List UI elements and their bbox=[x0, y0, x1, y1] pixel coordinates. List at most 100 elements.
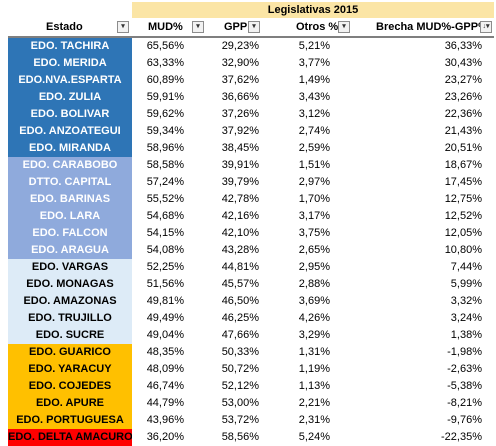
otros-cell[interactable]: 1,31% bbox=[298, 346, 330, 358]
otros-cell[interactable]: 5,24% bbox=[298, 431, 330, 443]
table-row[interactable]: EDO. TRUJILLO 49,49% 46,25% 4,26% 3,24% bbox=[0, 310, 496, 327]
filter-dropdown-icon[interactable]: ▾ bbox=[192, 21, 204, 33]
mud-cell[interactable]: 54,08% bbox=[146, 244, 184, 256]
brecha-cell[interactable]: -1,98% bbox=[447, 346, 482, 358]
state-cell[interactable]: EDO. ANZOATEGUI bbox=[8, 123, 132, 140]
mud-cell[interactable]: 52,25% bbox=[146, 261, 184, 273]
column-header-mud[interactable]: MUD% ▾ bbox=[132, 20, 204, 38]
table-row[interactable]: EDO. ZULIA 59,91% 36,66% 3,43% 23,26% bbox=[0, 89, 496, 106]
brecha-cell[interactable]: 20,51% bbox=[444, 142, 482, 154]
column-header-brecha[interactable]: Brecha MUD%-GPP% ↓▾ bbox=[332, 20, 494, 38]
state-cell[interactable]: EDO. GUARICO bbox=[8, 344, 132, 361]
otros-cell[interactable]: 3,43% bbox=[298, 91, 330, 103]
gpp-cell[interactable]: 42,78% bbox=[221, 193, 259, 205]
table-row[interactable]: EDO. SUCRE 49,04% 47,66% 3,29% 1,38% bbox=[0, 327, 496, 344]
otros-cell[interactable]: 3,29% bbox=[298, 329, 330, 341]
otros-cell[interactable]: 1,51% bbox=[298, 159, 330, 171]
state-cell[interactable]: EDO. ZULIA bbox=[8, 89, 132, 106]
table-row[interactable]: EDO. CARABOBO 58,58% 39,91% 1,51% 18,67% bbox=[0, 157, 496, 174]
mud-cell[interactable]: 43,96% bbox=[146, 414, 184, 426]
mud-cell[interactable]: 58,58% bbox=[146, 159, 184, 171]
brecha-cell[interactable]: -9,76% bbox=[447, 414, 482, 426]
table-row[interactable]: EDO. ANZOATEGUI 59,34% 37,92% 2,74% 21,43% bbox=[0, 123, 496, 140]
mud-cell[interactable]: 36,20% bbox=[146, 431, 184, 443]
gpp-cell[interactable]: 44,81% bbox=[221, 261, 259, 273]
mud-cell[interactable]: 44,79% bbox=[146, 397, 184, 409]
table-row[interactable]: EDO. MIRANDA 58,96% 38,45% 2,59% 20,51% bbox=[0, 140, 496, 157]
otros-cell[interactable]: 2,97% bbox=[298, 176, 330, 188]
state-cell[interactable]: EDO. MONAGAS bbox=[8, 276, 132, 293]
otros-cell[interactable]: 3,69% bbox=[298, 295, 330, 307]
mud-cell[interactable]: 59,34% bbox=[146, 125, 184, 137]
mud-cell[interactable]: 54,15% bbox=[146, 227, 184, 239]
filter-dropdown-icon[interactable]: ▾ bbox=[248, 21, 260, 33]
filter-dropdown-icon[interactable]: ▾ bbox=[117, 21, 129, 33]
state-cell[interactable]: EDO. PORTUGUESA bbox=[8, 412, 132, 429]
column-header-otros[interactable]: Otros % ▾ bbox=[262, 20, 350, 38]
table-row[interactable]: DTTO. CAPITAL 57,24% 39,79% 2,97% 17,45% bbox=[0, 174, 496, 191]
state-cell[interactable]: EDO. TACHIRA bbox=[8, 38, 132, 55]
brecha-cell[interactable]: 3,32% bbox=[450, 295, 482, 307]
gpp-cell[interactable]: 52,12% bbox=[221, 380, 259, 392]
gpp-cell[interactable]: 39,79% bbox=[221, 176, 259, 188]
otros-cell[interactable]: 1,49% bbox=[298, 74, 330, 86]
state-cell[interactable]: EDO. FALCON bbox=[8, 225, 132, 242]
mud-cell[interactable]: 60,89% bbox=[146, 74, 184, 86]
brecha-cell[interactable]: -22,35% bbox=[441, 431, 482, 443]
state-cell[interactable]: EDO.NVA.ESPARTA bbox=[8, 72, 132, 89]
table-row[interactable]: EDO. BOLIVAR 59,62% 37,26% 3,12% 22,36% bbox=[0, 106, 496, 123]
otros-cell[interactable]: 4,26% bbox=[298, 312, 330, 324]
brecha-cell[interactable]: 12,05% bbox=[444, 227, 482, 239]
gpp-cell[interactable]: 38,45% bbox=[221, 142, 259, 154]
otros-cell[interactable]: 1,19% bbox=[298, 363, 330, 375]
mud-cell[interactable]: 63,33% bbox=[146, 57, 184, 69]
state-cell[interactable]: EDO. AMAZONAS bbox=[8, 293, 132, 310]
mud-cell[interactable]: 49,81% bbox=[146, 295, 184, 307]
state-cell[interactable]: EDO. BARINAS bbox=[8, 191, 132, 208]
otros-cell[interactable]: 2,74% bbox=[298, 125, 330, 137]
mud-cell[interactable]: 59,62% bbox=[146, 108, 184, 120]
state-cell[interactable]: EDO. YARACUY bbox=[8, 361, 132, 378]
state-cell[interactable]: EDO. APURE bbox=[8, 395, 132, 412]
gpp-cell[interactable]: 46,50% bbox=[221, 295, 259, 307]
state-cell[interactable]: EDO. TRUJILLO bbox=[8, 310, 132, 327]
gpp-cell[interactable]: 37,26% bbox=[221, 108, 259, 120]
otros-cell[interactable]: 3,75% bbox=[298, 227, 330, 239]
state-cell[interactable]: EDO. SUCRE bbox=[8, 327, 132, 344]
brecha-cell[interactable]: -2,63% bbox=[447, 363, 482, 375]
mud-cell[interactable]: 55,52% bbox=[146, 193, 184, 205]
table-row[interactable]: EDO. APURE 44,79% 53,00% 2,21% -8,21% bbox=[0, 395, 496, 412]
state-cell[interactable]: EDO. VARGAS bbox=[8, 259, 132, 276]
otros-cell[interactable]: 1,13% bbox=[298, 380, 330, 392]
brecha-cell[interactable]: 23,27% bbox=[444, 74, 482, 86]
table-row[interactable]: EDO. MERIDA 63,33% 32,90% 3,77% 30,43% bbox=[0, 55, 496, 72]
table-row[interactable]: EDO. FALCON 54,15% 42,10% 3,75% 12,05% bbox=[0, 225, 496, 242]
state-cell[interactable]: DTTO. CAPITAL bbox=[8, 174, 132, 191]
state-cell[interactable]: EDO. LARA bbox=[8, 208, 132, 225]
otros-cell[interactable]: 2,21% bbox=[298, 397, 330, 409]
state-cell[interactable]: EDO. CARABOBO bbox=[8, 157, 132, 174]
brecha-cell[interactable]: 18,67% bbox=[444, 159, 482, 171]
mud-cell[interactable]: 49,49% bbox=[146, 312, 184, 324]
table-row[interactable]: EDO. TACHIRA 65,56% 29,23% 5,21% 36,33% bbox=[0, 38, 496, 55]
brecha-cell[interactable]: 30,43% bbox=[444, 57, 482, 69]
table-row[interactable]: EDO. AMAZONAS 49,81% 46,50% 3,69% 3,32% bbox=[0, 293, 496, 310]
otros-cell[interactable]: 2,59% bbox=[298, 142, 330, 154]
gpp-cell[interactable]: 36,66% bbox=[221, 91, 259, 103]
table-row[interactable]: EDO. MONAGAS 51,56% 45,57% 2,88% 5,99% bbox=[0, 276, 496, 293]
brecha-cell[interactable]: 3,24% bbox=[450, 312, 482, 324]
otros-cell[interactable]: 3,17% bbox=[298, 210, 330, 222]
mud-cell[interactable]: 48,09% bbox=[146, 363, 184, 375]
mud-cell[interactable]: 46,74% bbox=[146, 380, 184, 392]
mud-cell[interactable]: 48,35% bbox=[146, 346, 184, 358]
brecha-cell[interactable]: 22,36% bbox=[444, 108, 482, 120]
mud-cell[interactable]: 51,56% bbox=[146, 278, 184, 290]
gpp-cell[interactable]: 46,25% bbox=[221, 312, 259, 324]
gpp-cell[interactable]: 37,92% bbox=[221, 125, 259, 137]
gpp-cell[interactable]: 53,00% bbox=[221, 397, 259, 409]
mud-cell[interactable]: 57,24% bbox=[146, 176, 184, 188]
gpp-cell[interactable]: 50,33% bbox=[221, 346, 259, 358]
table-row[interactable]: EDO. ARAGUA 54,08% 43,28% 2,65% 10,80% bbox=[0, 242, 496, 259]
brecha-cell[interactable]: -8,21% bbox=[447, 397, 482, 409]
gpp-cell[interactable]: 43,28% bbox=[221, 244, 259, 256]
